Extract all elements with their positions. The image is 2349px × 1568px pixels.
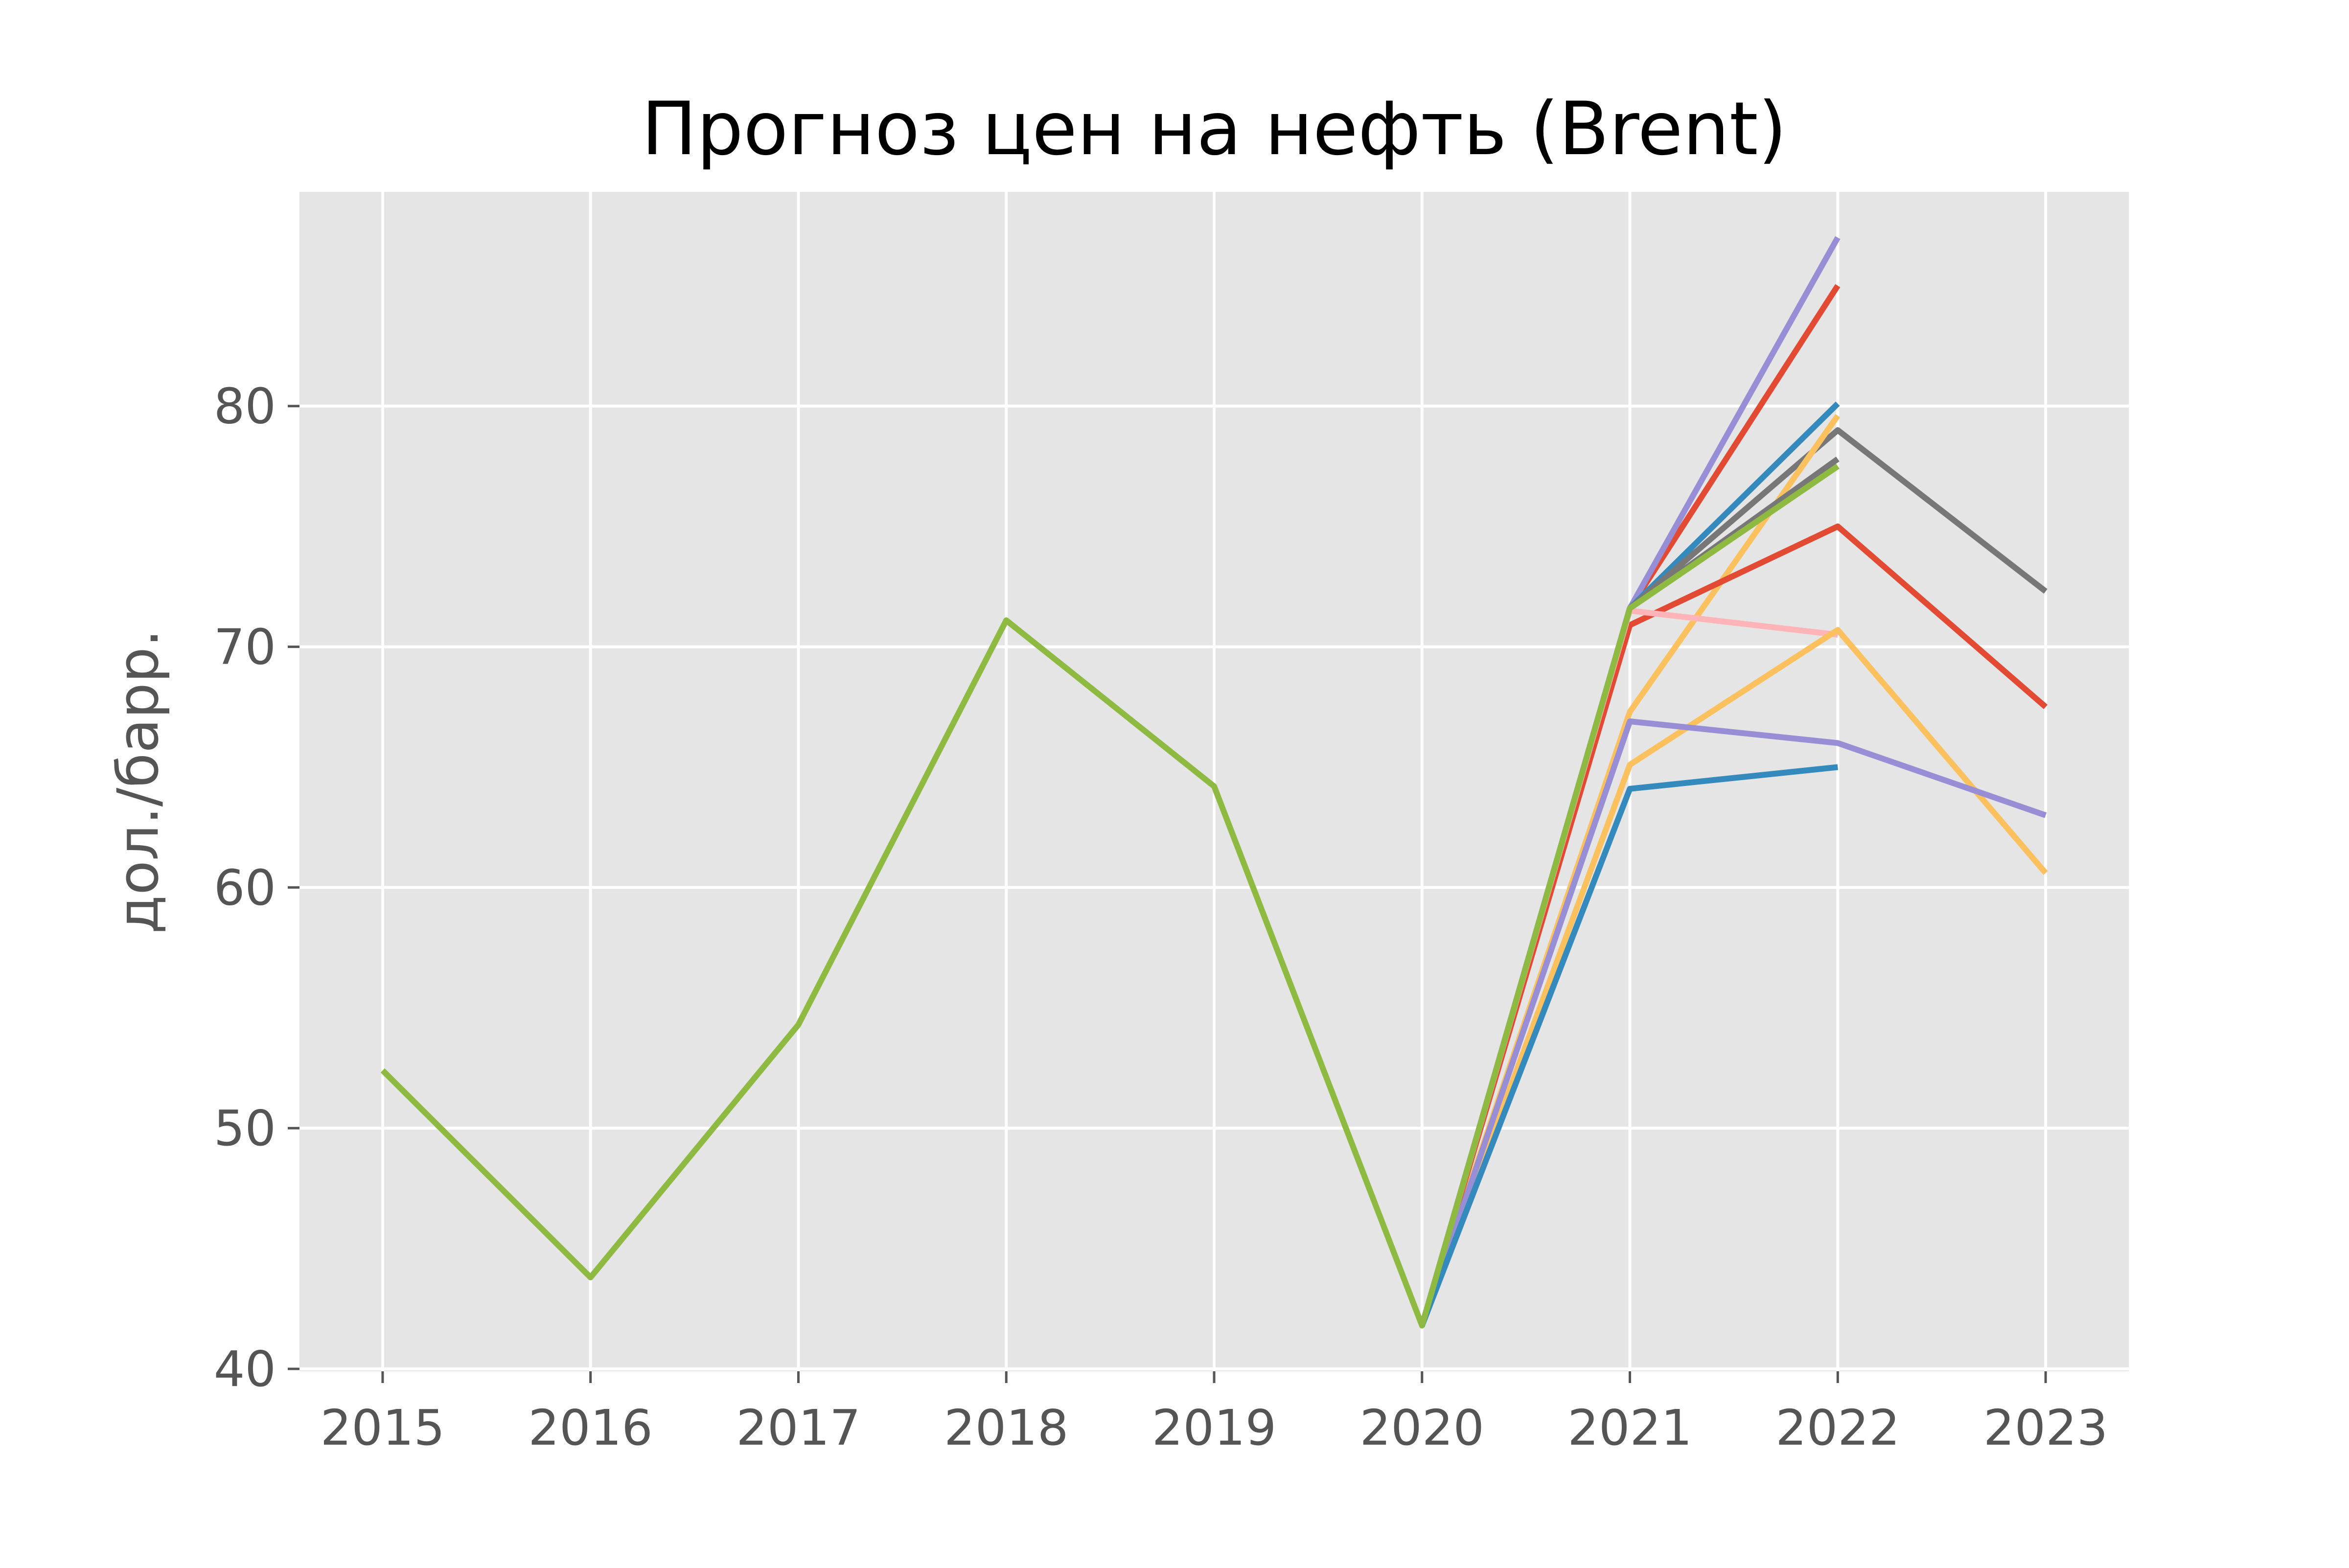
y-tick-label: 60	[214, 859, 276, 916]
x-tick-label: 2015	[321, 1399, 445, 1456]
series-line-13	[1419, 463, 1840, 1327]
y-tick-label: 80	[214, 378, 276, 435]
x-tick-label: 2016	[528, 1399, 653, 1456]
series-line-10	[1419, 627, 2048, 1327]
series-line-12	[1419, 764, 1838, 1327]
x-tick-label: 2021	[1567, 1399, 1692, 1456]
series-lines	[380, 236, 2048, 1329]
x-tick-label: 2022	[1775, 1399, 1900, 1456]
y-tick-label: 70	[214, 619, 276, 676]
x-tick-label: 2020	[1360, 1399, 1485, 1456]
x-tick-label: 2017	[736, 1399, 861, 1456]
y-axis-label: дол./барр.	[106, 629, 171, 934]
series-line-11	[1419, 718, 2047, 1327]
x-tick-label: 2019	[1152, 1399, 1277, 1456]
y-tick-label: 50	[214, 1100, 276, 1157]
axis-ticks: 2015 2016 2017 2018 2019 2020 2021 2022 2023 40 50…	[214, 378, 2108, 1456]
chart-title: Прогноз цен на нефть (Brent)	[642, 87, 1787, 172]
grid-lines	[299, 192, 2129, 1371]
y-tick-label: 40	[214, 1340, 276, 1398]
x-tick-label: 2023	[1983, 1399, 2108, 1456]
x-tick-label: 2018	[944, 1399, 1069, 1456]
